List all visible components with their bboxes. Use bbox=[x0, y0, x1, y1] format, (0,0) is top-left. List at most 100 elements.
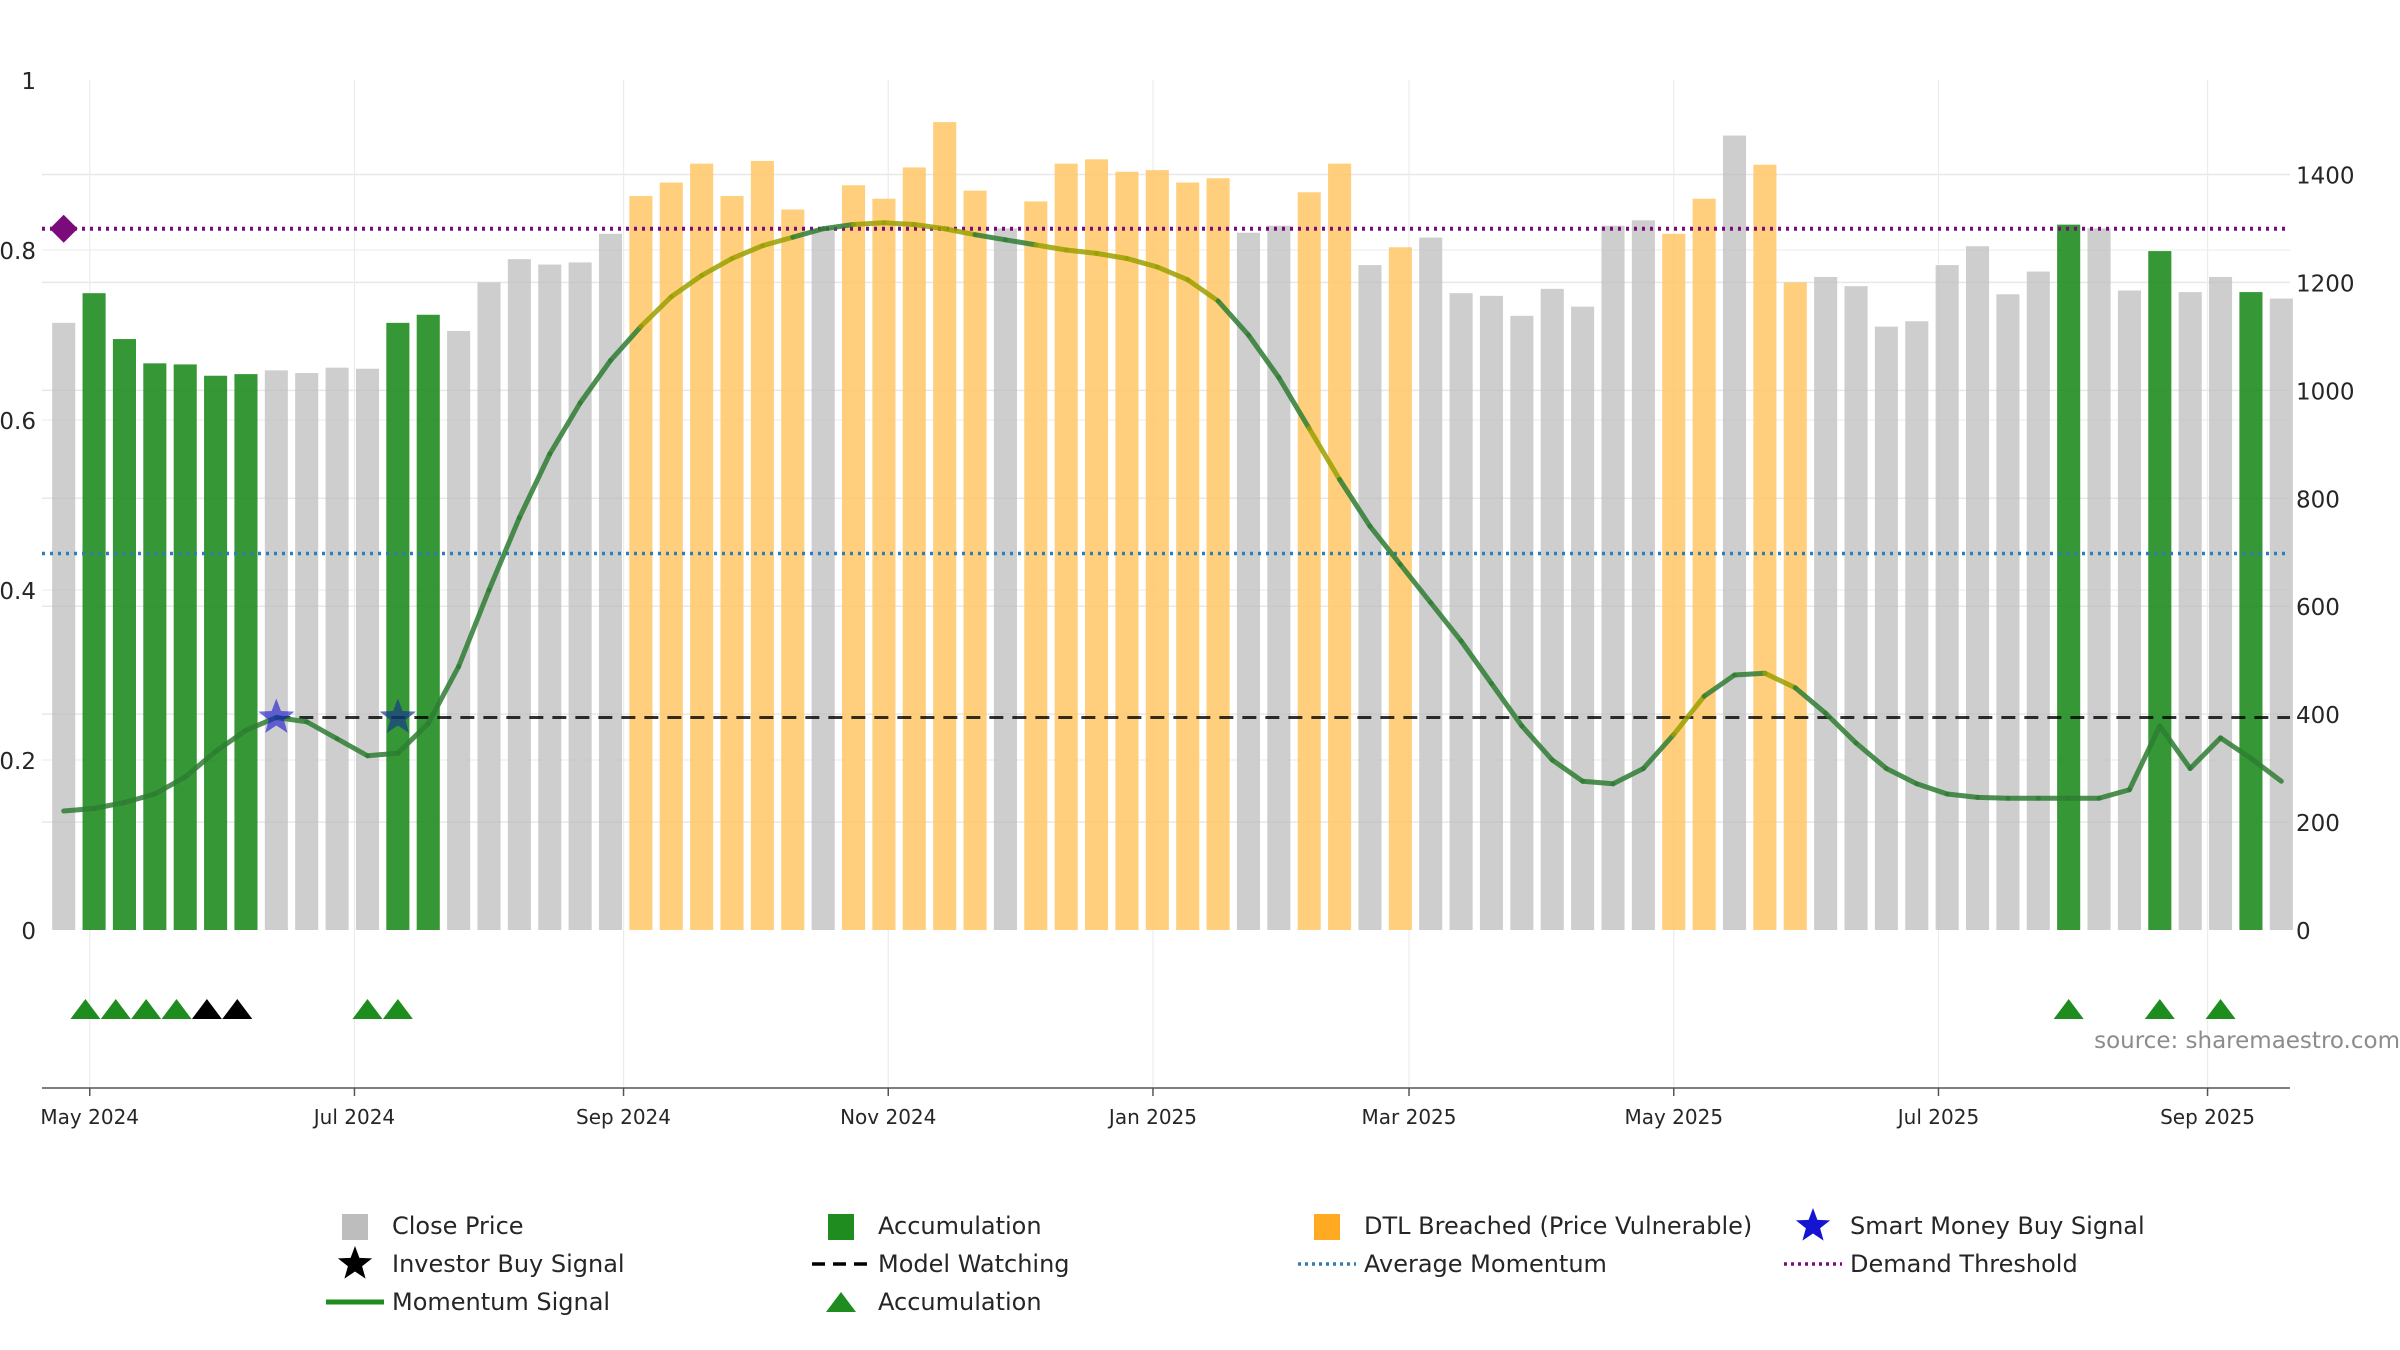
momentum-segment bbox=[456, 587, 492, 669]
legend-item: Accumulation bbox=[806, 1208, 1042, 1244]
dtl-breached-bar bbox=[750, 160, 774, 930]
momentum-segment bbox=[729, 243, 765, 261]
momentum-segment bbox=[1397, 562, 1434, 606]
close-price-bar bbox=[1571, 306, 1595, 931]
momentum-segment bbox=[1063, 247, 1100, 256]
signal-strip bbox=[70, 999, 2236, 1019]
accumulation-bar bbox=[143, 363, 167, 930]
momentum-segment bbox=[1549, 757, 1586, 784]
momentum-segment bbox=[1580, 778, 1616, 787]
dtl-breached-bar bbox=[1297, 192, 1321, 930]
momentum-segment bbox=[577, 358, 614, 406]
price-bars bbox=[52, 122, 2293, 931]
momentum-segment bbox=[2096, 787, 2132, 801]
momentum-segment bbox=[1337, 477, 1373, 529]
momentum-segment bbox=[152, 774, 188, 797]
legend-item: DTL Breached (Price Vulnerable) bbox=[1292, 1208, 1752, 1244]
accumulation-bar bbox=[112, 339, 136, 930]
dtl-breached-bar bbox=[1388, 247, 1412, 931]
accumulation-triangle bbox=[352, 999, 383, 1019]
axes: May 2024 Jul 2024 Sep 2024 Nov 2024 Jan 2025… bbox=[0, 69, 2355, 1129]
momentum-segment bbox=[364, 750, 401, 759]
dtl-breached-bar bbox=[902, 167, 926, 930]
momentum-segment bbox=[516, 451, 553, 521]
momentum-segment bbox=[1519, 723, 1555, 763]
close-price-bar bbox=[477, 282, 501, 930]
legend-item: Close Price bbox=[320, 1208, 524, 1244]
dtl-breached-bar bbox=[1145, 170, 1169, 931]
left-tick-label: 0.6 bbox=[0, 409, 36, 435]
accumulation-bar bbox=[416, 314, 440, 930]
momentum-segment bbox=[2157, 723, 2193, 771]
legend-square-icon bbox=[828, 1214, 854, 1240]
close-price-bar bbox=[538, 264, 562, 931]
legend-dotted-icon bbox=[1784, 1262, 1842, 1266]
dtl-breached-bar bbox=[659, 182, 683, 931]
momentum-segment bbox=[1701, 672, 1738, 699]
momentum-segment bbox=[1488, 681, 1525, 729]
close-price-bar bbox=[1965, 246, 1990, 930]
close-price-bar bbox=[325, 367, 349, 931]
accumulation-triangle bbox=[382, 999, 413, 1019]
momentum-segment bbox=[1883, 766, 1920, 787]
left-tick-label: 0 bbox=[21, 919, 36, 945]
x-tick-label: May 2024 bbox=[40, 1105, 139, 1129]
x-tick-label: Sep 2025 bbox=[2160, 1105, 2255, 1129]
investor-buy-triangle bbox=[191, 999, 222, 1019]
close-price-bar bbox=[1601, 225, 1625, 930]
right-tick-label: 1200 bbox=[2296, 271, 2355, 297]
momentum-segment bbox=[1124, 256, 1160, 270]
investor-buy-triangle bbox=[222, 999, 253, 1019]
momentum-segment bbox=[2248, 755, 2284, 784]
dtl-breached-bar bbox=[1328, 163, 1352, 931]
momentum-segment bbox=[334, 736, 370, 759]
accumulation-triangle bbox=[161, 999, 192, 1019]
momentum-segment bbox=[1245, 332, 1282, 380]
legend-item: Momentum Signal bbox=[320, 1284, 610, 1320]
close-price-bar bbox=[993, 228, 1017, 930]
momentum-segment bbox=[2218, 735, 2254, 761]
momentum-segment bbox=[1002, 237, 1039, 248]
close-price-bar bbox=[1267, 225, 1291, 930]
dtl-breached-bar bbox=[841, 185, 866, 930]
legend-square-icon bbox=[342, 1214, 368, 1240]
momentum-line bbox=[61, 220, 2284, 814]
accumulation-bar bbox=[2148, 251, 2172, 931]
momentum-segment bbox=[699, 256, 735, 278]
x-tick-label: Mar 2025 bbox=[1362, 1105, 1457, 1129]
smart-money-star bbox=[258, 698, 295, 733]
close-price-bar bbox=[1814, 276, 1838, 930]
momentum-segment bbox=[91, 800, 127, 811]
reference-lines bbox=[42, 226, 2290, 719]
dtl-breached-bar bbox=[963, 190, 987, 931]
close-price-bar bbox=[295, 373, 319, 930]
accumulation-bar bbox=[2057, 224, 2081, 931]
dtl-breached-bar bbox=[1692, 198, 1716, 930]
close-price-bar bbox=[52, 322, 76, 930]
close-price-bar bbox=[598, 233, 623, 931]
legend-label: Accumulation bbox=[878, 1212, 1042, 1240]
momentum-segment bbox=[1033, 242, 1069, 253]
close-price-bar bbox=[1631, 220, 1655, 931]
x-tick-label: Jul 2025 bbox=[1896, 1105, 1979, 1129]
close-price-bar bbox=[1874, 326, 1898, 931]
dtl-breached-bar bbox=[1662, 233, 1686, 931]
close-price-bar bbox=[1419, 237, 1443, 931]
accumulation-bar bbox=[234, 374, 258, 931]
legend-item: Accumulation bbox=[806, 1284, 1042, 1320]
right-tick-label: 600 bbox=[2296, 595, 2340, 621]
momentum-segment bbox=[1762, 670, 1798, 691]
momentum-segment bbox=[2126, 723, 2163, 793]
close-price-bar bbox=[507, 259, 531, 931]
close-price-bar bbox=[1996, 294, 2020, 930]
right-tick-label: 0 bbox=[2296, 919, 2311, 945]
x-tick-label: Sep 2024 bbox=[576, 1105, 671, 1129]
momentum-segment bbox=[1367, 523, 1403, 567]
dtl-breached-bar bbox=[933, 122, 957, 931]
close-price-bar bbox=[1358, 265, 1382, 931]
close-price-bar bbox=[2117, 290, 2141, 930]
momentum-segment bbox=[972, 232, 1008, 243]
close-price-bar bbox=[1236, 232, 1260, 930]
x-tick-label: Jul 2024 bbox=[312, 1105, 395, 1129]
accumulation-triangle bbox=[2144, 999, 2175, 1019]
